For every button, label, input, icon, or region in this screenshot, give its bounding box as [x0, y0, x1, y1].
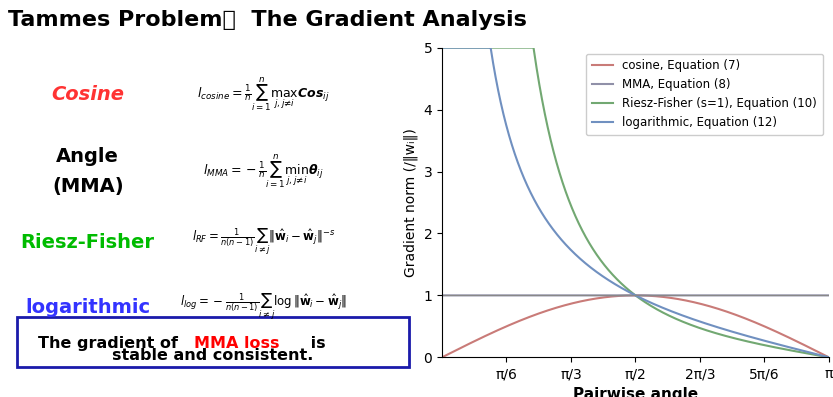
cosine, Equation (7) — [481, 333, 491, 338]
Text: The gradient of: The gradient of — [37, 336, 183, 351]
MMA, Equation (8) — [437, 293, 447, 298]
logarithmic, Equation (12) — [824, 355, 833, 360]
cosine, Equation (7) — [775, 331, 785, 335]
Text: stable and consistent.: stable and consistent. — [112, 348, 314, 363]
X-axis label: Pairwise angle: Pairwise angle — [573, 387, 698, 397]
Riesz-Fisher (s=1), Equation (10) — [504, 45, 514, 50]
MMA, Equation (8) — [504, 293, 514, 298]
Riesz-Fisher (s=1), Equation (10) — [481, 45, 491, 50]
MMA, Equation (8) — [816, 293, 826, 298]
Riesz-Fisher (s=1), Equation (10) — [437, 45, 447, 50]
cosine, Equation (7) — [631, 293, 641, 298]
logarithmic, Equation (12) — [816, 353, 826, 358]
MMA, Equation (8) — [586, 293, 596, 298]
Riesz-Fisher (s=1), Equation (10) — [824, 355, 833, 360]
logarithmic, Equation (12) — [602, 277, 612, 281]
FancyBboxPatch shape — [17, 317, 409, 366]
Text: Cosine: Cosine — [51, 85, 124, 104]
Riesz-Fisher (s=1), Equation (10) — [586, 243, 596, 247]
logarithmic, Equation (12) — [775, 342, 785, 347]
Line: logarithmic, Equation (12): logarithmic, Equation (12) — [442, 48, 829, 357]
Text: Angle: Angle — [57, 146, 119, 166]
MMA, Equation (8) — [602, 293, 612, 298]
Text: (MMA): (MMA) — [52, 177, 123, 197]
cosine, Equation (7) — [602, 295, 612, 299]
MMA, Equation (8) — [481, 293, 491, 298]
Text: is: is — [305, 336, 326, 351]
Text: MMA loss: MMA loss — [194, 336, 280, 351]
cosine, Equation (7) — [586, 297, 596, 302]
cosine, Equation (7) — [816, 351, 826, 356]
logarithmic, Equation (12) — [437, 45, 447, 50]
Text: $l_{MMA} = -\frac{1}{n}\sum_{i=1}^{n}\min_{j,j\neq i}\boldsymbol{\theta}_{ij}$: $l_{MMA} = -\frac{1}{n}\sum_{i=1}^{n}\mi… — [203, 152, 323, 191]
Line: cosine, Equation (7): cosine, Equation (7) — [442, 295, 829, 357]
Text: $l_{RF} = \frac{1}{n(n-1)}\sum_{i\neq j}\|\hat{\mathbf{w}}_i - \hat{\mathbf{w}}_: $l_{RF} = \frac{1}{n(n-1)}\sum_{i\neq j}… — [192, 227, 335, 258]
Legend: cosine, Equation (7), MMA, Equation (8), Riesz-Fisher (s=1), Equation (10), loga: cosine, Equation (7), MMA, Equation (8),… — [586, 54, 823, 135]
cosine, Equation (7) — [504, 323, 514, 328]
Line: Riesz-Fisher (s=1), Equation (10): Riesz-Fisher (s=1), Equation (10) — [442, 48, 829, 357]
Y-axis label: Gradient norm (/‖wᵢ‖): Gradient norm (/‖wᵢ‖) — [403, 128, 418, 277]
Riesz-Fisher (s=1), Equation (10) — [775, 346, 785, 351]
logarithmic, Equation (12) — [481, 45, 491, 50]
cosine, Equation (7) — [824, 355, 833, 360]
Riesz-Fisher (s=1), Equation (10) — [816, 354, 826, 358]
MMA, Equation (8) — [775, 293, 785, 298]
logarithmic, Equation (12) — [586, 265, 596, 270]
logarithmic, Equation (12) — [504, 133, 514, 138]
Riesz-Fisher (s=1), Equation (10) — [602, 266, 612, 271]
Text: $l_{log} = -\frac{1}{n(n-1)}\sum_{i\neq j}\log\|\hat{\mathbf{w}}_i - \hat{\mathb: $l_{log} = -\frac{1}{n(n-1)}\sum_{i\neq … — [180, 292, 347, 323]
cosine, Equation (7) — [437, 355, 447, 360]
Text: logarithmic: logarithmic — [25, 298, 150, 317]
Text: Riesz-Fisher: Riesz-Fisher — [21, 233, 155, 252]
MMA, Equation (8) — [824, 293, 833, 298]
Text: Tammes Problem：  The Gradient Analysis: Tammes Problem： The Gradient Analysis — [8, 10, 527, 30]
Text: $l_{cosine} = \frac{1}{n}\sum_{i=1}^{n}\max_{j,j\neq i}\boldsymbol{Cos}_{ij}$: $l_{cosine} = \frac{1}{n}\sum_{i=1}^{n}\… — [197, 75, 329, 113]
